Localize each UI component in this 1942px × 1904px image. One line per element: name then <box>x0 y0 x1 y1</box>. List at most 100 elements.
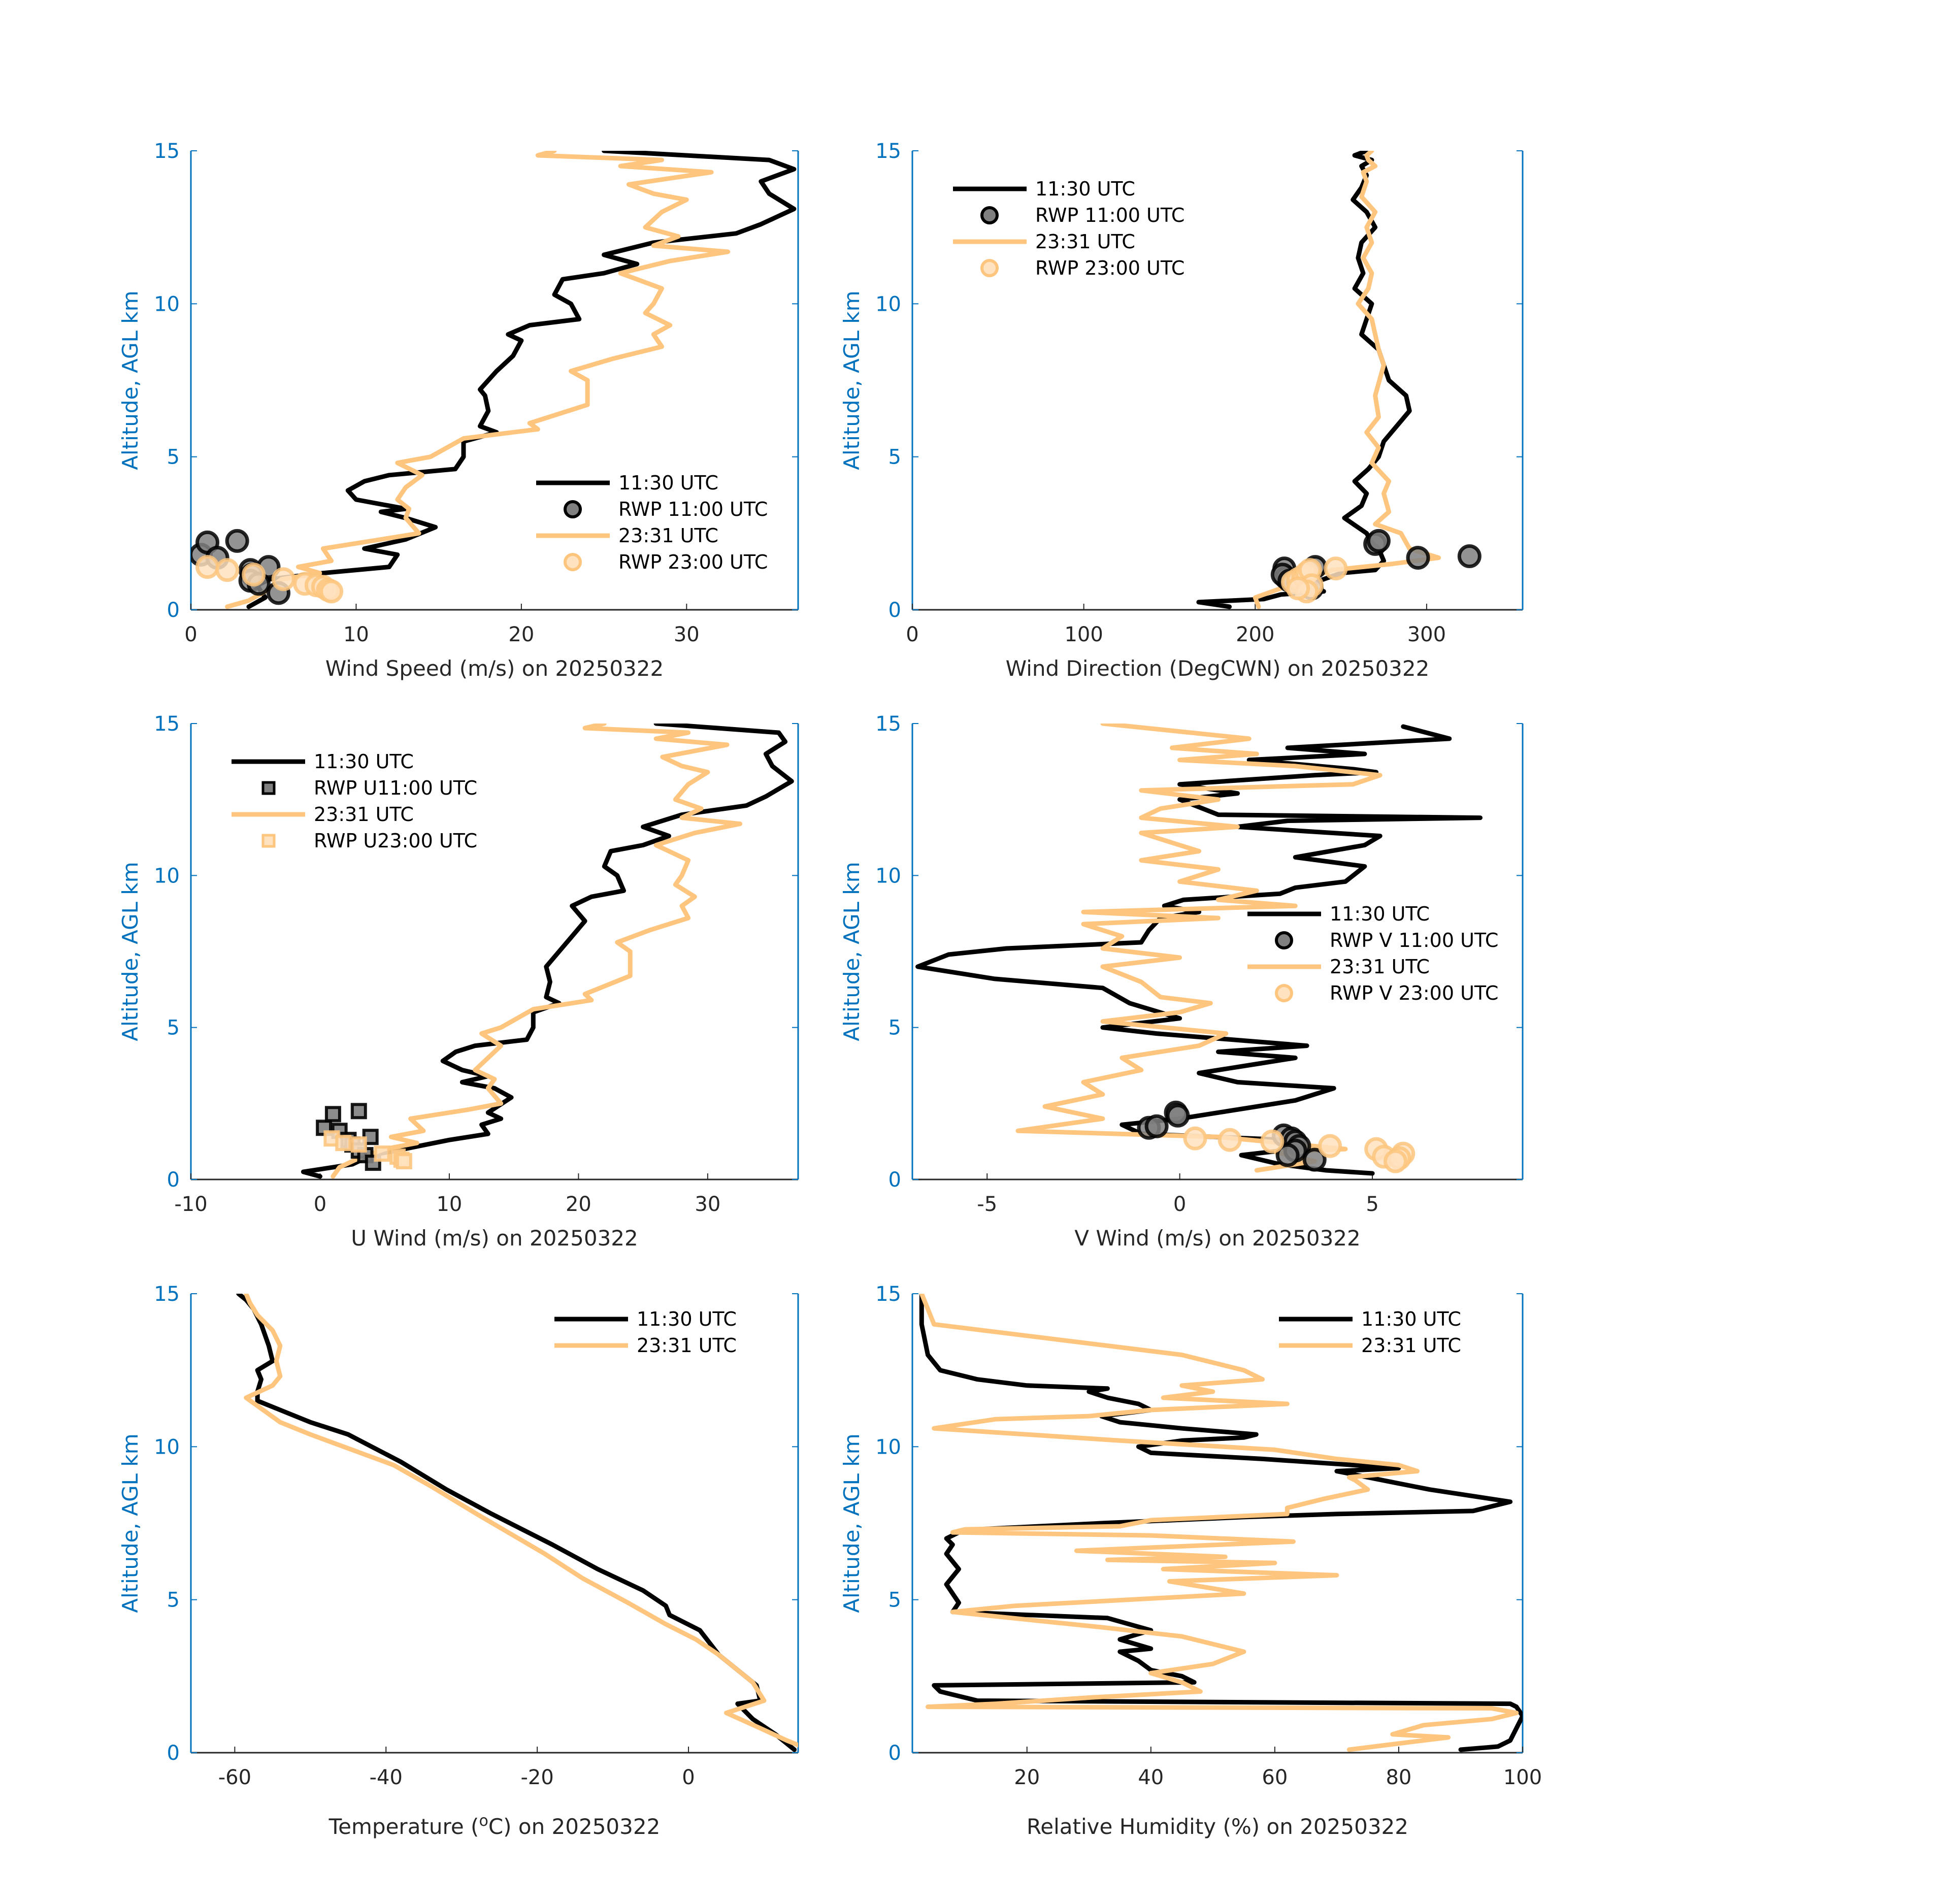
x-tick-label: 200 <box>1236 623 1274 646</box>
legend: 11:30 UTC RWP U11:00 UTC 23:31 UTC RWP U23:… <box>232 750 477 852</box>
x-tick-label: -5 <box>977 1193 997 1216</box>
y-tick-label: 0 <box>167 599 180 622</box>
series-line-23-31-utc <box>1015 724 1383 1173</box>
series-line-11-30-utc <box>919 1294 1523 1752</box>
data-point-circle <box>1302 1147 1327 1172</box>
x-tick-label: -10 <box>174 1193 207 1216</box>
x-tick-label: 100 <box>1503 1766 1542 1789</box>
legend-entry-label: 11:30 UTC <box>637 1308 737 1330</box>
y-tick-label: 5 <box>167 1016 180 1040</box>
panel-wind-direction: 0 100 200 300 0 5 10 15 Altitude, AGL km Wind Dir… <box>839 140 1524 681</box>
legend-circle-marker <box>564 500 582 518</box>
data-point-circle <box>319 579 344 604</box>
x-tick-label: 80 <box>1386 1766 1411 1789</box>
y-tick-label: 0 <box>167 1742 180 1765</box>
data-point-circle <box>1217 1128 1242 1152</box>
data-point-circle <box>1324 556 1348 581</box>
data-point-square <box>396 1153 412 1170</box>
y-axis-label: Altitude, AGL km <box>839 1433 864 1613</box>
y-tick-label: 5 <box>167 446 180 469</box>
data-point-circle <box>1366 529 1391 553</box>
legend-entry-label: RWP U23:00 UTC <box>314 830 477 852</box>
x-axis-label: Temperature (oC) on 20250322 <box>328 1812 661 1839</box>
legend-entry-label: 11:30 UTC <box>1330 903 1430 925</box>
x-tick-label: 0 <box>682 1766 695 1789</box>
data-point-square <box>350 1103 367 1120</box>
x-tick-label: -20 <box>520 1766 553 1789</box>
x-tick-label: 20 <box>508 623 534 646</box>
y-tick-label: 10 <box>154 292 180 316</box>
data-point-circle <box>1384 1149 1408 1173</box>
y-tick-label: 10 <box>875 292 901 316</box>
x-axis-label-part: Temperature ( <box>328 1814 479 1839</box>
series-line-23-31-utc <box>331 724 742 1179</box>
series-line-23-31-utc <box>919 1294 1519 1752</box>
legend-entry-label: 11:30 UTC <box>314 750 414 773</box>
plot-area <box>915 724 1483 1176</box>
panel-wind-speed: 0 10 20 30 0 5 10 15 Altitude, AGL km Wind Speed … <box>118 140 799 681</box>
x-tick-label: 20 <box>566 1193 591 1216</box>
legend: 11:30 UTC 23:31 UTC <box>1279 1308 1461 1357</box>
y-tick-label: 15 <box>154 1283 180 1306</box>
x-tick-label: 60 <box>1262 1766 1288 1789</box>
y-tick-label: 10 <box>154 864 180 888</box>
legend-square-marker <box>261 834 276 848</box>
legend-entry-label: 23:31 UTC <box>1035 231 1135 253</box>
panel-temperature: -60 -40 -20 0 0 5 10 15 Altitude, AGL km Temperat… <box>118 1283 799 1839</box>
plot-area <box>191 151 797 609</box>
legend-entry-label: 11:30 UTC <box>1361 1308 1461 1330</box>
legend-entry-label: RWP U11:00 UTC <box>314 777 477 799</box>
x-tick-label: 10 <box>343 623 369 646</box>
legend-circle-marker <box>1275 984 1293 1002</box>
data-point-circle <box>271 567 295 592</box>
data-point-square <box>365 1155 381 1171</box>
x-axis-label: V Wind (m/s) on 20250322 <box>1074 1226 1361 1251</box>
data-point-circle <box>215 558 240 582</box>
data-point-circle <box>1166 1103 1190 1128</box>
data-point-circle <box>1144 1114 1169 1138</box>
legend-entry-label: 11:30 UTC <box>618 472 718 494</box>
x-tick-label: 100 <box>1064 623 1103 646</box>
x-tick-label: 0 <box>1173 1193 1186 1216</box>
x-tick-label: 0 <box>906 623 918 646</box>
y-tick-label: 0 <box>888 599 901 622</box>
legend-circle-marker <box>564 553 582 571</box>
y-tick-label: 10 <box>875 864 901 888</box>
plot-area <box>301 724 794 1179</box>
legend-entry-label: 11:30 UTC <box>1035 178 1135 200</box>
series-line-23-31-utc <box>225 151 731 609</box>
x-axis-label: Relative Humidity (%) on 20250322 <box>1027 1814 1408 1839</box>
legend-circle-marker <box>1275 931 1293 949</box>
legend-entry-label: 23:31 UTC <box>1361 1334 1461 1357</box>
data-point-circle <box>1183 1126 1207 1151</box>
legend-circle-marker <box>980 259 999 277</box>
y-tick-label: 15 <box>875 1283 901 1306</box>
x-axis-label: Wind Speed (m/s) on 20250322 <box>325 656 664 681</box>
legend: 11:30 UTC RWP V 11:00 UTC 23:31 UTC RWP V 2… <box>1247 903 1498 1004</box>
data-point-square <box>350 1136 367 1153</box>
panel-v-wind: -5 0 5 0 5 10 15 Altitude, AGL km V Wind (m/s) o… <box>839 712 1524 1251</box>
y-axis-label: Altitude, AGL km <box>118 290 143 470</box>
x-axis-label: Wind Direction (DegCWN) on 20250322 <box>1006 656 1430 681</box>
data-point-circle <box>1286 576 1310 601</box>
series-line-11-30-utc <box>1196 151 1412 609</box>
y-tick-label: 5 <box>888 1589 901 1612</box>
legend: 11:30 UTC RWP 11:00 UTC 23:31 UTC RWP 23:00… <box>953 178 1184 279</box>
x-axis-label-part: C) on 20250322 <box>488 1814 661 1839</box>
y-tick-label: 5 <box>888 446 901 469</box>
x-tick-label: 10 <box>436 1193 462 1216</box>
y-axis-label: Altitude, AGL km <box>118 862 143 1041</box>
y-tick-label: 0 <box>167 1168 180 1192</box>
legend-entry-label: RWP 11:00 UTC <box>618 498 768 520</box>
data-point-circle <box>195 555 220 579</box>
x-tick-label: -60 <box>218 1766 251 1789</box>
x-tick-label: -40 <box>370 1766 403 1789</box>
plot-area <box>236 1294 798 1752</box>
legend-entry-label: 23:31 UTC <box>314 803 414 826</box>
data-point-circle <box>1457 544 1482 569</box>
legend-entry-label: RWP V 23:00 UTC <box>1330 982 1498 1004</box>
y-tick-label: 15 <box>154 140 180 163</box>
y-tick-label: 10 <box>154 1435 180 1459</box>
legend-entry-label: RWP 23:00 UTC <box>618 551 768 573</box>
